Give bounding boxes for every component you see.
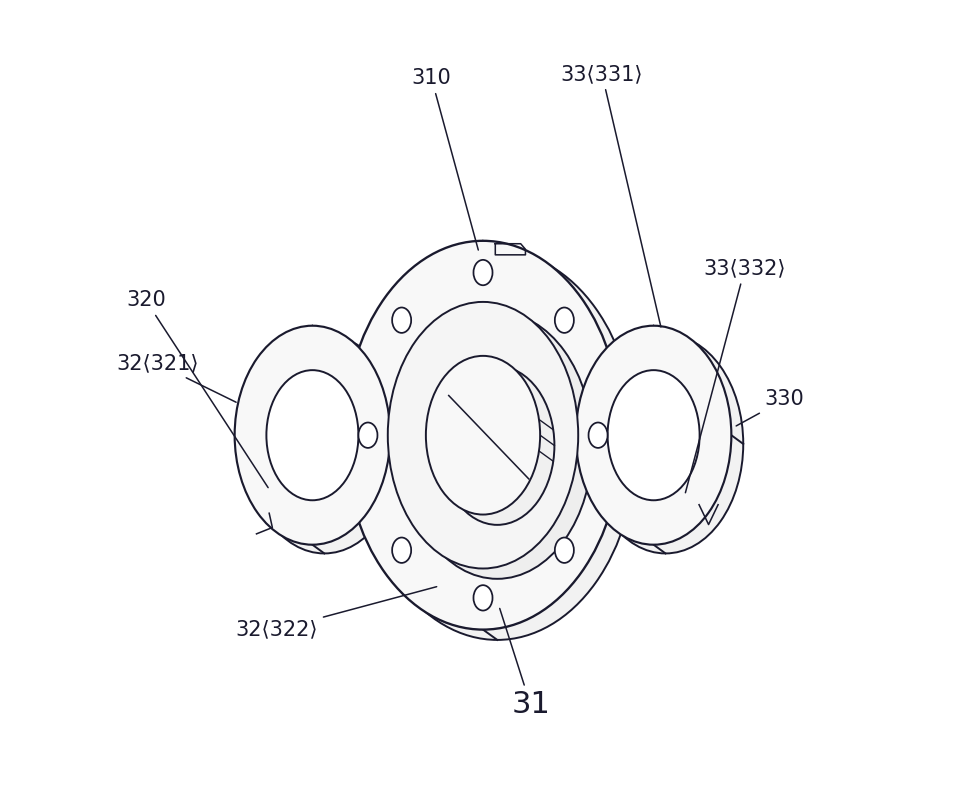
Ellipse shape (473, 260, 493, 285)
Ellipse shape (576, 326, 731, 545)
Text: 330: 330 (736, 389, 805, 426)
Ellipse shape (402, 312, 592, 578)
Text: 33⟨332⟩: 33⟨332⟩ (686, 259, 786, 493)
Ellipse shape (554, 308, 574, 333)
Text: 31: 31 (499, 609, 550, 719)
Ellipse shape (344, 240, 622, 630)
Ellipse shape (358, 423, 378, 448)
Ellipse shape (473, 585, 493, 610)
Ellipse shape (426, 356, 540, 515)
Text: 33⟨331⟩: 33⟨331⟩ (561, 64, 661, 327)
Ellipse shape (608, 370, 699, 500)
Ellipse shape (235, 326, 390, 545)
Text: 32⟨321⟩: 32⟨321⟩ (117, 354, 236, 402)
Ellipse shape (588, 423, 608, 448)
Ellipse shape (587, 335, 743, 554)
Ellipse shape (246, 335, 402, 554)
Ellipse shape (392, 308, 412, 333)
Ellipse shape (440, 366, 554, 525)
Ellipse shape (619, 379, 712, 509)
Ellipse shape (278, 379, 370, 509)
Text: 320: 320 (126, 290, 269, 487)
Ellipse shape (554, 538, 574, 563)
Text: 32⟨322⟩: 32⟨322⟩ (236, 586, 437, 639)
Ellipse shape (267, 370, 358, 500)
Ellipse shape (387, 302, 579, 569)
Ellipse shape (358, 251, 637, 640)
Ellipse shape (392, 538, 412, 563)
Text: 310: 310 (412, 68, 478, 250)
